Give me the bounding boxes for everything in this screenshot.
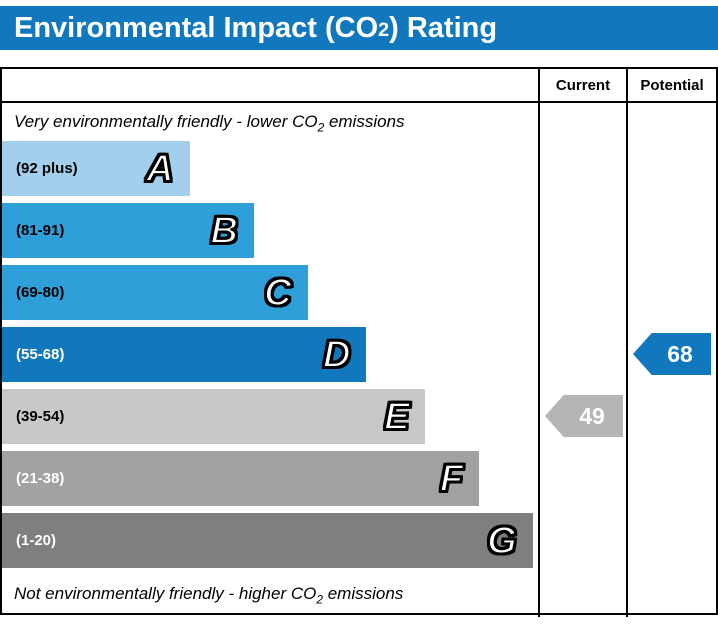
band-letter: D <box>322 333 351 376</box>
bands-list: (92 plus) A (81-91) B (69-80) C (55-68) … <box>2 141 538 575</box>
band-range-label: (1-20) <box>16 532 57 550</box>
top-note: Very environmentally friendly - lower CO… <box>14 112 405 135</box>
band-range-label: (69-80) <box>16 284 65 302</box>
rating-bands-column: Very environmentally friendly - lower CO… <box>2 69 538 617</box>
band-letter: F <box>439 457 464 500</box>
band-range-label: (21-38) <box>16 470 65 488</box>
title-text-suffix: ) Rating <box>389 11 498 44</box>
current-rating-arrow: 49 <box>545 395 623 437</box>
title-subscript: 2 <box>378 18 390 41</box>
header-spacer-cell <box>2 69 538 103</box>
band-row-f: (21-38) F <box>2 451 480 507</box>
band-range-label: (55-68) <box>16 346 65 364</box>
band-letter: G <box>486 519 518 562</box>
environmental-impact-chart: Very environmentally friendly - lower CO… <box>0 67 718 617</box>
band-range-label: (81-91) <box>16 222 65 240</box>
band-row-e: (39-54) E <box>2 389 426 445</box>
potential-rating-arrow: 68 <box>633 333 711 375</box>
band-range-label: (92 plus) <box>16 160 78 178</box>
band-row-g: (1-20) G <box>2 513 533 569</box>
band-row-b: (81-91) B <box>2 203 254 259</box>
band-letter: A <box>145 147 174 190</box>
bottom-note: Not environmentally friendly - higher CO… <box>14 584 404 607</box>
current-header: Current <box>540 69 626 103</box>
title-text: Environmental Impact (CO <box>14 11 379 44</box>
band-range-label: (39-54) <box>16 408 65 426</box>
page-title: Environmental Impact (CO 2) Rating <box>0 6 718 50</box>
potential-column: Potential 68 <box>626 69 716 617</box>
band-row-c: (69-80) C <box>2 265 308 321</box>
current-column: Current 49 <box>538 69 626 617</box>
band-letter: C <box>263 271 292 314</box>
potential-header: Potential <box>628 69 716 103</box>
potential-rating-value: 68 <box>667 340 693 367</box>
band-letter: E <box>383 395 410 438</box>
band-row-a: (92 plus) A <box>2 141 190 197</box>
band-letter: B <box>209 209 238 252</box>
band-row-d: (55-68) D <box>2 327 367 383</box>
current-rating-value: 49 <box>579 402 605 429</box>
